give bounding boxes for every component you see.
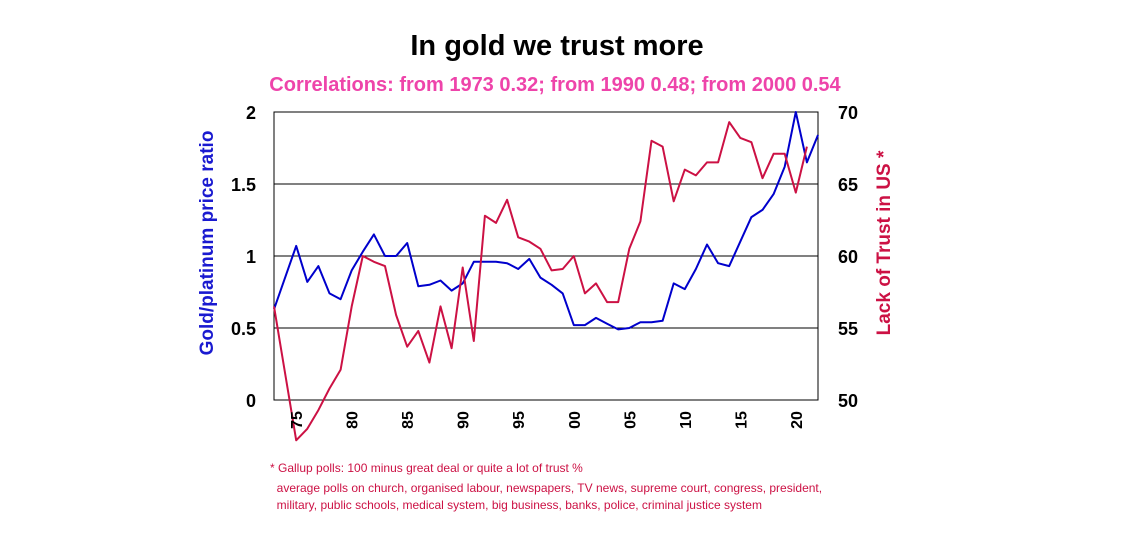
tick-labels: 0 0.5 1 1.5 2 50 55 60 65 70 75 80 85 90 95 00 05 10 15 20 [231, 103, 858, 429]
footnote-line: average polls on church, organised labou… [270, 481, 822, 495]
x-tick-label: 75 [289, 411, 306, 429]
left-tick-label: 1.5 [231, 175, 256, 195]
x-tick-label: 90 [456, 411, 473, 429]
left-tick-label: 1 [246, 247, 256, 267]
left-axis-label: Gold/platinum price ratio [197, 131, 218, 356]
footnote-line: military, public schools, medical system… [270, 498, 762, 512]
chart-subtitle: Correlations: from 1973 0.32; from 1990 … [269, 74, 841, 96]
left-tick-label: 0.5 [231, 319, 256, 339]
left-tick-label: 0 [246, 391, 256, 411]
x-tick-label: 95 [511, 411, 528, 429]
right-tick-label: 70 [838, 103, 858, 123]
x-tick-label: 00 [567, 411, 584, 429]
x-tick-label: 10 [678, 411, 695, 429]
right-tick-label: 50 [838, 391, 858, 411]
x-tick-label: 05 [622, 411, 639, 429]
left-tick-label: 2 [246, 103, 256, 123]
right-tick-label: 55 [838, 319, 858, 339]
series-line-trust [273, 121, 808, 442]
grid [274, 183, 818, 329]
right-tick-label: 60 [838, 247, 858, 267]
x-tick-label: 85 [400, 411, 417, 429]
footnote: * Gallup polls: 100 minus great deal or … [270, 461, 822, 512]
plot-frame [273, 111, 819, 401]
chart-title: In gold we trust more [410, 30, 703, 62]
right-axis-label: Lack of Trust in US * [874, 150, 895, 335]
series-layer [273, 111, 819, 442]
x-tick-label: 80 [345, 411, 362, 429]
series-line-ratio [273, 111, 819, 331]
x-tick-label: 20 [789, 411, 806, 429]
footnote-line: * Gallup polls: 100 minus great deal or … [270, 461, 583, 475]
right-tick-label: 65 [838, 175, 858, 195]
x-tick-label: 15 [733, 411, 750, 429]
